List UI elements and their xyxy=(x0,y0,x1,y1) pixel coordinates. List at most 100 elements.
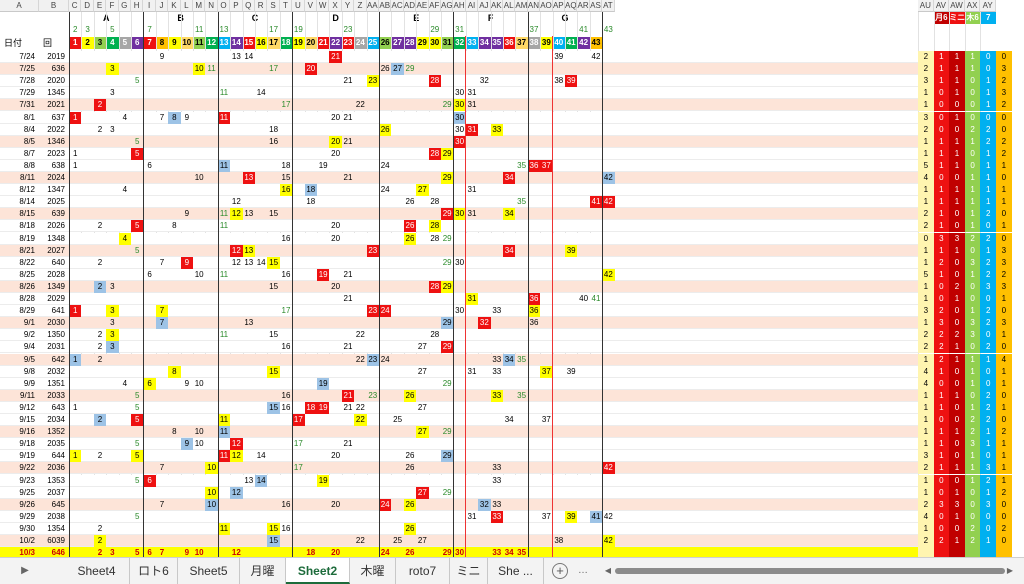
number-cell[interactable]: 20 xyxy=(329,135,342,148)
number-cell[interactable]: 30 xyxy=(453,208,466,221)
column-header[interactable]: AG xyxy=(441,0,454,12)
number-cell[interactable]: 24 xyxy=(380,548,390,557)
result-cell[interactable]: 2 xyxy=(996,426,1012,439)
number-cell[interactable]: 36 xyxy=(527,159,541,172)
draw-number-cell[interactable]: 2027 xyxy=(47,245,65,255)
result-cell[interactable]: 2 xyxy=(980,305,996,318)
number-cell[interactable]: 28 xyxy=(428,147,441,160)
number-top[interactable]: 23 xyxy=(343,25,353,34)
number-cell[interactable]: 33 xyxy=(492,548,502,557)
result-cell[interactable]: 2 xyxy=(980,232,996,245)
date-cell[interactable]: 7/31 xyxy=(19,100,35,110)
result-cell[interactable] xyxy=(933,547,950,557)
date-cell[interactable]: 7/28 xyxy=(19,76,35,86)
number-cell[interactable]: 9 xyxy=(184,112,190,122)
draw-number-cell[interactable]: 2028 xyxy=(47,269,65,279)
number-header[interactable]: 9 xyxy=(168,37,181,49)
number-top[interactable] xyxy=(503,24,515,36)
draw-number-cell[interactable]: 637 xyxy=(51,112,65,122)
tab-sheet5[interactable]: Sheet5 xyxy=(178,558,240,584)
number-header[interactable]: 25 xyxy=(366,37,379,49)
number-cell[interactable]: 10 xyxy=(194,439,204,449)
number-cell[interactable]: 29 xyxy=(441,280,454,293)
date-cell[interactable]: 8/7 xyxy=(23,148,35,158)
number-cell[interactable]: 17 xyxy=(293,463,303,473)
number-cell[interactable]: 17 xyxy=(281,100,291,110)
number-cell[interactable]: 27 xyxy=(416,184,429,197)
number-cell[interactable]: 38 xyxy=(554,536,564,545)
result-cell[interactable]: 1 xyxy=(949,244,965,257)
number-header[interactable]: 20 xyxy=(304,37,317,49)
result-cell[interactable]: 1 xyxy=(933,462,950,475)
number-cell[interactable]: 22 xyxy=(355,330,365,340)
number-cell[interactable]: 7 xyxy=(159,463,165,473)
result-cell[interactable]: 1 xyxy=(949,510,965,523)
number-cell[interactable]: 18 xyxy=(306,197,316,207)
number-header[interactable]: 33 xyxy=(465,37,479,49)
result-cell[interactable]: 2 xyxy=(933,535,950,548)
result-cell[interactable]: 1 xyxy=(996,184,1012,197)
number-top[interactable] xyxy=(255,24,267,36)
number-cell[interactable]: 34 xyxy=(503,353,516,366)
number-header[interactable]: 12 xyxy=(205,37,218,49)
result-cell[interactable]: 0 xyxy=(964,87,981,100)
draw-number-cell[interactable]: 2026 xyxy=(47,221,65,231)
result-cell[interactable]: 1 xyxy=(918,389,934,402)
result-cell[interactable]: 2 xyxy=(996,75,1012,88)
number-cell[interactable]: 28 xyxy=(428,75,441,88)
date-cell[interactable]: 9/11 xyxy=(20,390,35,400)
number-top[interactable] xyxy=(168,24,180,36)
number-cell[interactable]: 23 xyxy=(368,390,378,400)
column-header[interactable]: AD xyxy=(403,0,417,12)
number-header[interactable]: 28 xyxy=(403,37,417,49)
result-cell[interactable] xyxy=(996,547,1012,557)
result-cell[interactable]: 1 xyxy=(918,486,934,499)
result-cell[interactable] xyxy=(949,547,965,557)
number-cell[interactable]: 3 xyxy=(106,305,119,318)
result-cell[interactable]: 2 xyxy=(996,135,1012,148)
number-cell[interactable]: 4 xyxy=(122,112,128,122)
result-cell[interactable]: 0 xyxy=(949,305,965,318)
result-cell[interactable]: 0 xyxy=(949,317,965,330)
number-cell[interactable]: 6 xyxy=(147,160,152,170)
result-cell[interactable]: 0 xyxy=(933,414,950,427)
result-header[interactable]: 木6 xyxy=(964,12,981,24)
result-cell[interactable]: 1 xyxy=(918,196,934,209)
number-cell[interactable]: 18 xyxy=(281,160,291,170)
number-cell[interactable]: 27 xyxy=(417,366,427,376)
number-cell[interactable]: 5 xyxy=(134,76,140,86)
number-cell[interactable]: 8 xyxy=(172,221,177,231)
result-header[interactable]: ミニ xyxy=(949,12,965,24)
number-cell[interactable]: 10 xyxy=(205,462,218,475)
date-cell[interactable]: 9/26 xyxy=(19,499,35,509)
number-cell[interactable]: 21 xyxy=(343,402,353,412)
number-cell[interactable]: 11 xyxy=(207,64,216,74)
result-cell[interactable]: 1 xyxy=(949,486,965,499)
number-header[interactable]: 10 xyxy=(180,37,193,49)
number-cell[interactable]: 16 xyxy=(281,499,291,509)
number-top[interactable] xyxy=(553,24,565,36)
column-header[interactable]: AY xyxy=(980,0,996,12)
number-top[interactable] xyxy=(94,24,106,36)
number-cell[interactable]: 20 xyxy=(331,281,341,291)
result-cell[interactable]: 0 xyxy=(949,99,965,112)
number-cell[interactable]: 14 xyxy=(256,451,266,461)
number-cell[interactable]: 33 xyxy=(492,475,502,485)
column-header[interactable]: AX xyxy=(964,0,981,12)
draw-number-cell[interactable]: 2034 xyxy=(47,415,65,424)
result-cell[interactable]: 0 xyxy=(980,377,996,390)
result-cell[interactable]: 3 xyxy=(964,329,981,342)
result-cell[interactable]: 2 xyxy=(964,522,981,535)
number-cell[interactable]: 33 xyxy=(492,354,502,364)
draw-number-cell[interactable]: 1353 xyxy=(47,475,65,485)
number-cell[interactable]: 3 xyxy=(110,548,115,557)
column-header[interactable]: O xyxy=(217,0,231,12)
number-cell[interactable]: 22 xyxy=(355,402,365,412)
result-cell[interactable]: 0 xyxy=(980,293,996,306)
result-cell[interactable]: 2 xyxy=(964,535,981,548)
number-header[interactable]: 6 xyxy=(131,37,144,49)
number-cell[interactable]: 29 xyxy=(441,341,454,354)
column-header[interactable]: AB xyxy=(379,0,392,12)
column-header[interactable]: L xyxy=(180,0,193,12)
date-cell[interactable]: 7/29 xyxy=(19,88,35,98)
